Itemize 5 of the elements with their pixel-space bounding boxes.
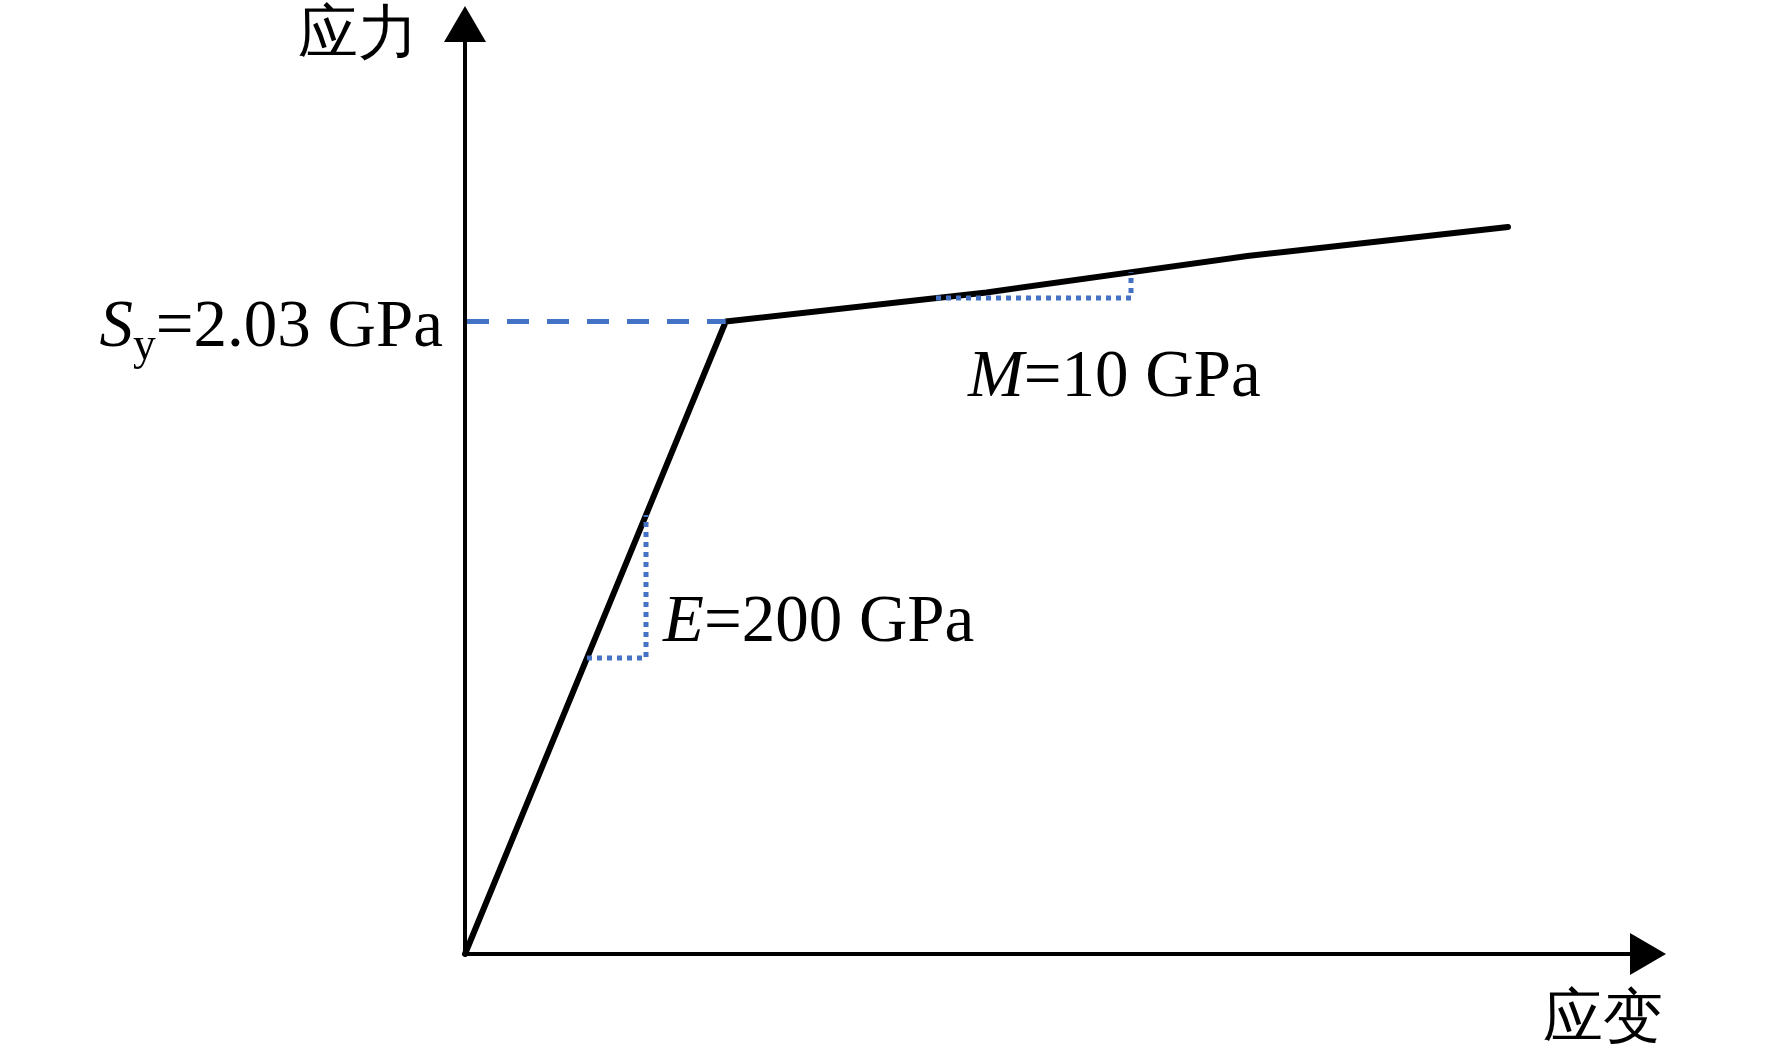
annotation: M=10 GPa bbox=[968, 336, 1261, 411]
xlabel: 应变 bbox=[1543, 984, 1663, 1050]
ylabel: 应力 bbox=[298, 0, 418, 66]
annotation: E=200 GPa bbox=[663, 581, 975, 656]
annotation: S$_{y}$=2.03 GPa bbox=[99, 285, 443, 370]
